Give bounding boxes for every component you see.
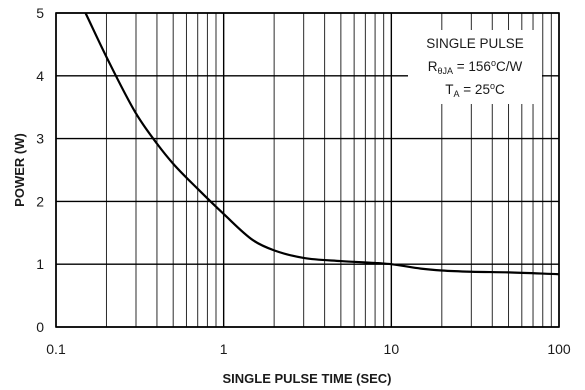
x-tick-label: 100 (547, 341, 571, 357)
x-tick-label: 1 (220, 341, 228, 357)
y-tick-label: 4 (36, 68, 44, 84)
annotation-line-3: TA = 25oC (445, 81, 505, 99)
grid-minor (105, 13, 552, 327)
y-axis-title: POWER (W) (12, 133, 27, 207)
plot-frame (55, 12, 560, 328)
annotation-line-1: SINGLE PULSE (426, 36, 524, 51)
y-tick-label: 0 (36, 319, 44, 335)
y-tick-label: 3 (36, 131, 44, 147)
annotation-line-2: RθJA = 156oC/W (428, 58, 523, 76)
annotation-box: SINGLE PULSE RθJA = 156oC/W TA = 25oC (408, 30, 542, 104)
x-tick-label: 0.1 (46, 341, 66, 357)
y-tick-label: 1 (36, 256, 44, 272)
x-axis-title: SINGLE PULSE TIME (SEC) (222, 371, 391, 386)
power-curve (84, 12, 560, 276)
annotation-background (408, 30, 542, 104)
y-tick-label: 2 (36, 193, 44, 209)
y-tick-label: 5 (36, 5, 44, 21)
x-tick-labels: 0.1 1 10 100 (46, 341, 571, 357)
y-tick-labels: 0 1 2 3 4 5 (36, 5, 44, 335)
x-tick-label: 10 (384, 341, 400, 357)
